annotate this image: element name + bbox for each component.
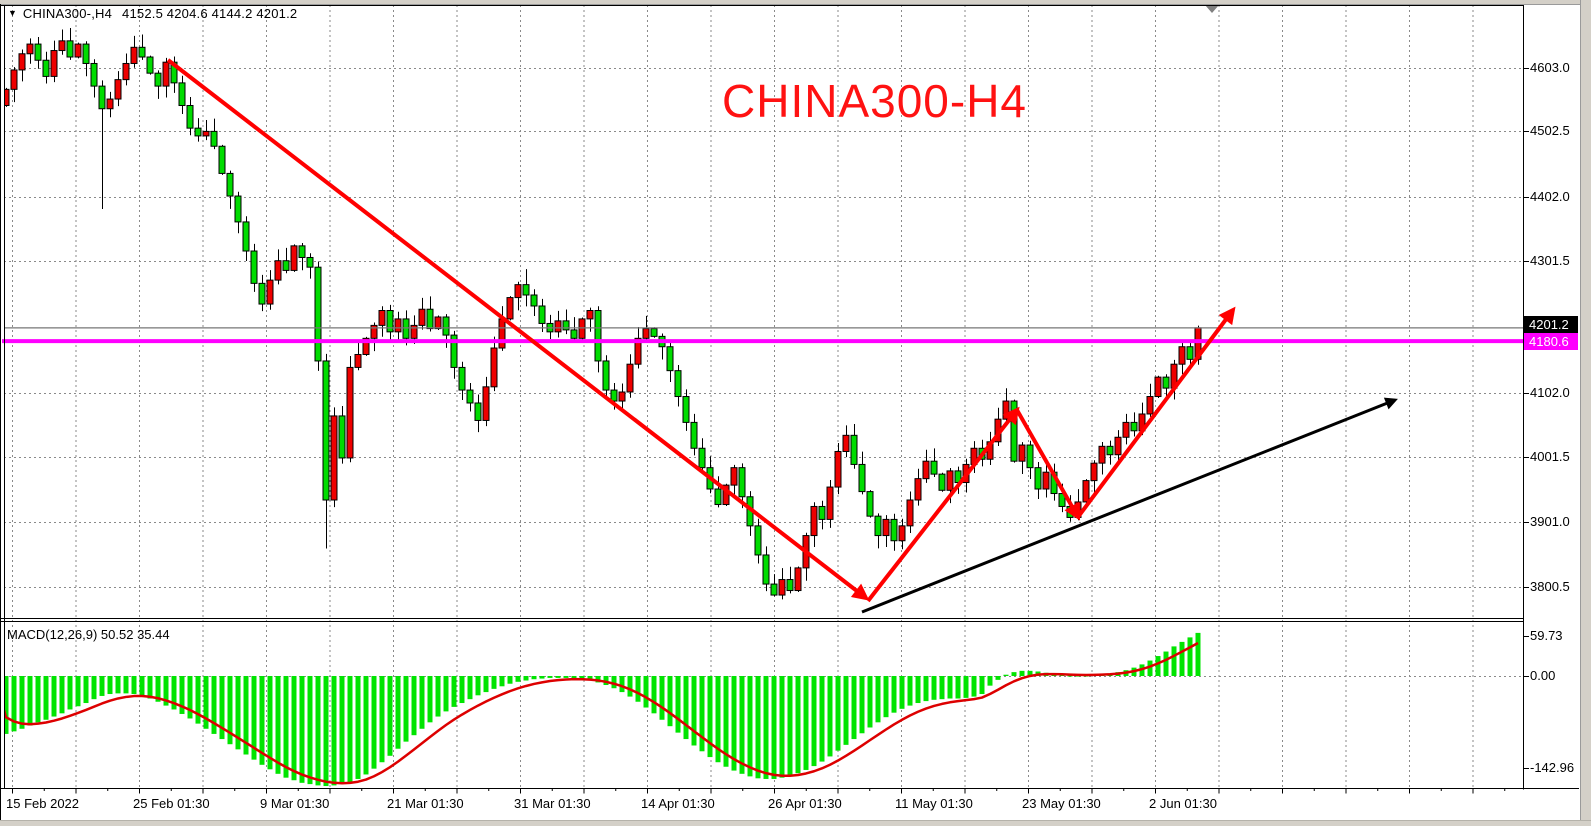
time-axis-label: 2 Jun 01:30 — [1149, 796, 1217, 811]
current-price-badge: 4201.2 — [1524, 315, 1578, 333]
time-axis-label: 21 Mar 01:30 — [387, 796, 464, 811]
red-trend-arrow — [1076, 306, 1236, 519]
time-axis-label: 11 May 01:30 — [895, 796, 973, 811]
price-axis-label: 4402.0 — [1530, 189, 1570, 204]
time-axis-label: 23 May 01:30 — [1022, 796, 1101, 811]
red-trend-arrow — [1015, 409, 1081, 521]
window-top-edge — [0, 0, 1591, 5]
symbol-timeframe-label: CHINA300-,H4 — [22, 6, 113, 21]
window-right-edge — [1580, 0, 1591, 826]
macd-signal-line — [4, 641, 1199, 785]
candles-layer — [4, 28, 1202, 600]
time-axis-label: 15 Feb 2022 — [6, 796, 80, 811]
trend-annotations — [166, 58, 1398, 614]
window-left-border — [0, 4, 1, 820]
macd-axis-label: 0.00 — [1530, 668, 1556, 683]
price-axis-label: 3800.5 — [1530, 579, 1570, 594]
window-bottom-edge — [0, 820, 1591, 826]
symbol-dropdown-icon[interactable]: ▼ — [8, 8, 17, 18]
red-trend-arrow — [866, 406, 1020, 603]
chart-title-overlay: ▼ CHINA300-,H4 4152.5 4204.6 4144.2 4201.2 — [8, 6, 297, 21]
time-axis-label: 26 Apr 01:30 — [768, 796, 842, 811]
macd-axis-label: 59.73 — [1530, 628, 1563, 643]
panel-borders — [0, 5, 1579, 794]
price-axis-label: 4102.0 — [1530, 385, 1570, 400]
autoscroll-marker-icon — [1205, 5, 1219, 13]
price-axis-label: 4603.0 — [1530, 60, 1570, 75]
price-axis-label: 3901.0 — [1530, 514, 1570, 529]
time-axis-label: 25 Feb 01:30 — [133, 796, 210, 811]
time-axis-label: 9 Mar 01:30 — [260, 796, 330, 811]
macd-indicator-label: MACD(12,26,9) 50.52 35.44 — [7, 627, 170, 642]
price-axis-label: 4502.5 — [1530, 123, 1570, 138]
ohlc-values-label: 4152.5 4204.6 4144.2 4201.2 — [122, 6, 298, 21]
level-price-badge: 4180.6 — [1524, 332, 1578, 350]
time-axis-label: 31 Mar 01:30 — [514, 796, 591, 811]
black-trend-arrow — [861, 397, 1398, 614]
price-axis-label: 4001.5 — [1530, 449, 1570, 464]
price-axis-label: 4301.5 — [1530, 253, 1570, 268]
macd-axis-label: -142.96 — [1530, 760, 1575, 775]
chart-watermark-text: CHINA300-H4 — [722, 75, 1027, 127]
red-trend-arrow — [166, 58, 870, 601]
macd-layer — [4, 632, 1201, 787]
time-axis-label: 14 Apr 01:30 — [641, 796, 715, 811]
